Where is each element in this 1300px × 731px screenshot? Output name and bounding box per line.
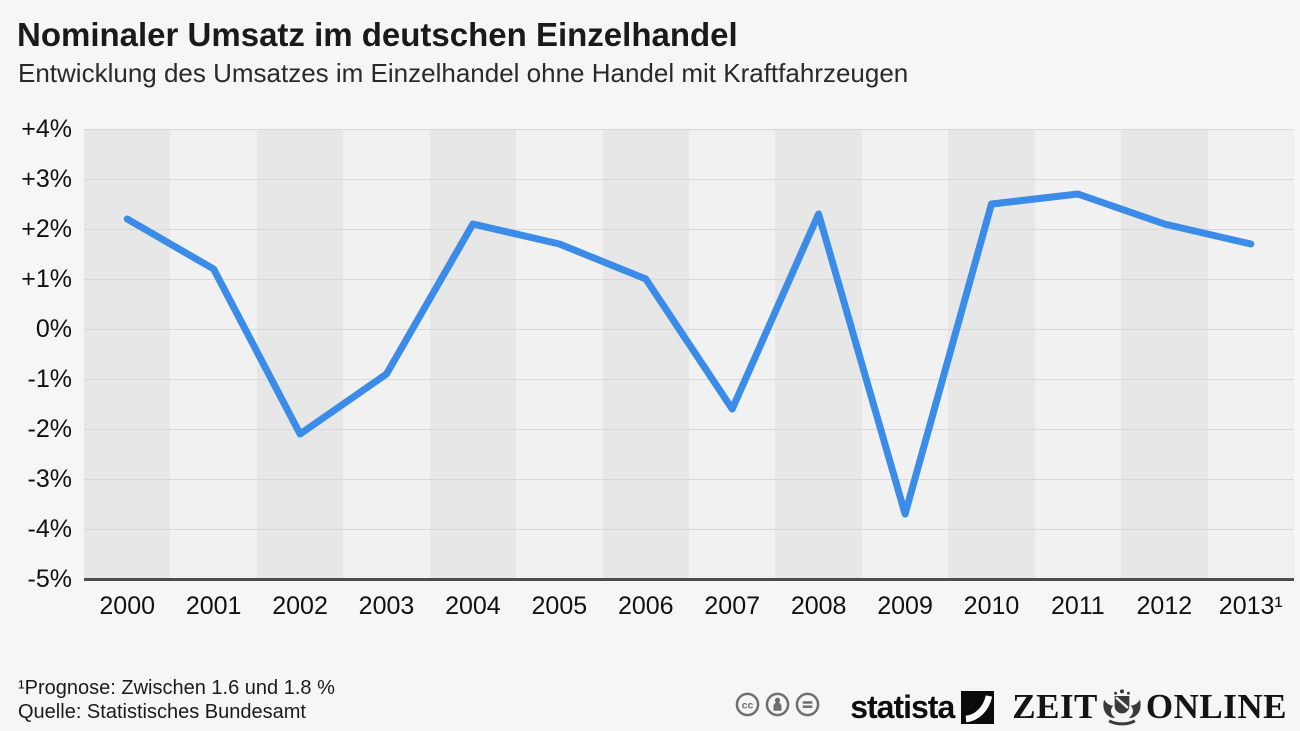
gridline [84,129,1294,130]
y-tick-label: -3% [27,465,72,493]
y-tick-label: +2% [21,215,72,243]
year-band [429,129,517,579]
year-band [84,129,171,579]
statista-logo[interactable]: statista [850,689,995,725]
x-tick-label: 2001 [185,592,242,620]
year-band [256,129,344,579]
gridline [84,429,1294,430]
x-tick-label: 2010 [963,592,1020,620]
year-band [689,129,776,579]
cc-license-badge[interactable]: cc [735,692,820,722]
gridline [84,329,1294,330]
x-tick-label: 2011 [1051,592,1105,620]
x-tick-label: 2007 [704,592,761,620]
gridline [84,279,1294,280]
cc-icon: cc [735,692,760,722]
footer-logos: cc statista [735,687,1287,727]
year-band [170,129,258,579]
year-band [516,129,604,579]
x-axis-labels: 2000 2001 2002 2003 2004 2005 2006 2007 2008 2009… [0,591,1300,623]
y-tick-label: +1% [21,265,72,293]
revenue-line [123,190,1255,518]
chart-title: Nominaler Umsatz im deutschen Einzelhand… [17,16,738,53]
x-tick-label: 2003 [358,592,415,620]
y-axis-labels: +4% +3% +2% +1% 0% -1% -2% -3% -4% -5% [0,0,72,731]
source-note: Quelle: Statistisches Bundesamt [18,701,306,723]
attribution-icon [765,692,790,722]
zeit-wordmark: ZEIT [1012,687,1098,726]
y-tick-label: +3% [21,165,72,193]
year-band [343,129,431,579]
y-tick-label: -1% [27,365,72,393]
chart-footnotes: ¹Prognose: Zwischen 1.6 und 1.8 % Quelle… [18,676,335,724]
x-tick-label: 2000 [99,592,156,620]
y-tick-label: +4% [21,115,72,143]
x-tick-label: 2009 [877,592,933,620]
gridline [84,179,1294,180]
gridline [84,229,1294,230]
y-tick-label: 0% [35,315,72,343]
footnote-prognose: ¹Prognose: Zwischen 1.6 und 1.8 % [18,677,335,699]
plot-area [84,129,1295,581]
x-axis-line [84,578,1294,581]
zeit-crest-icon [1099,687,1145,727]
x-tick-label: 2002 [272,592,328,620]
year-band [602,129,690,579]
year-band [1121,129,1209,579]
svg-text:cc: cc [742,699,754,711]
statista-square-icon [961,690,995,724]
year-band [1207,129,1295,579]
year-band [775,129,863,579]
revenue-line-chart [123,190,1255,518]
x-tick-label: 2005 [531,592,588,620]
gridline [84,379,1294,380]
x-tick-label: 2004 [445,592,501,620]
zeit-online-logo[interactable]: ZEIT ONLINE [1012,687,1287,727]
no-derivatives-icon [795,692,820,722]
gridline [84,529,1294,530]
x-tick-label: 2013¹ [1218,592,1283,620]
x-tick-label: 2008 [790,592,847,620]
y-tick-label: -2% [27,415,72,443]
chart-subtitle: Entwicklung des Umsatzes im Einzelhandel… [18,58,909,88]
statista-wordmark: statista [850,689,955,725]
y-tick-label: -4% [27,515,72,543]
x-tick-label: 2006 [617,592,674,620]
y-tick-label: -5% [27,565,72,593]
gridline [84,479,1294,480]
online-wordmark: ONLINE [1145,687,1287,726]
x-tick-label: 2012 [1136,592,1193,620]
